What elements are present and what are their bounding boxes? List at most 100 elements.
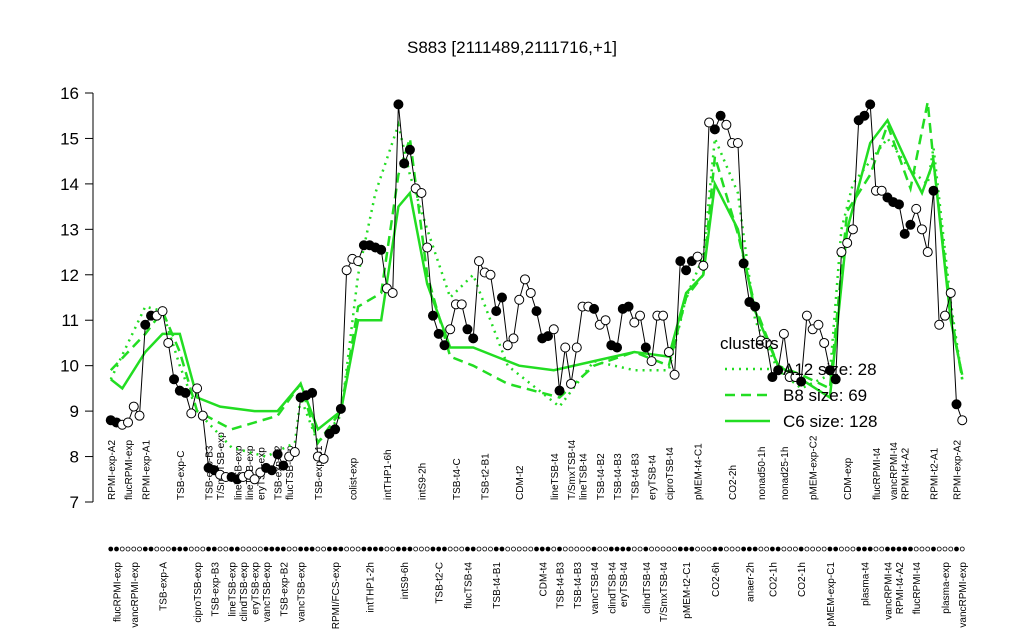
sample-rug <box>568 546 574 552</box>
sample-rug <box>769 546 775 552</box>
sample-point <box>439 340 450 351</box>
sample-rug <box>936 546 942 552</box>
x-tick-label: lineTSB-t4 <box>579 453 590 500</box>
sample-rug <box>885 546 890 552</box>
sample-rug <box>723 546 729 552</box>
sample-point <box>462 324 473 335</box>
sample-rug <box>551 546 557 552</box>
sample-point <box>456 299 467 310</box>
sample-rug <box>142 546 148 552</box>
sample-point <box>658 310 669 321</box>
sample-rug <box>326 546 332 552</box>
sample-rug <box>850 546 856 552</box>
sample-rug <box>298 546 304 552</box>
sample-rug <box>672 546 677 552</box>
sample-rug <box>890 546 896 552</box>
sample-point <box>180 387 191 398</box>
sample-rug <box>528 546 534 552</box>
x-tick-label: clindTSB-t4 <box>642 562 653 614</box>
sample-point <box>525 287 536 298</box>
x-tick-label: ciproTSB-exp <box>193 562 204 623</box>
sample-point <box>272 449 283 460</box>
sample-rug <box>597 546 603 552</box>
sample-point <box>266 465 277 476</box>
sample-point <box>393 99 404 110</box>
sample-point <box>422 242 433 253</box>
sample-point <box>761 337 772 348</box>
x-tick-label: TSB-t2-C <box>435 562 446 604</box>
x-tick-label: plasma-exp <box>941 562 952 614</box>
sample-rug <box>367 546 373 552</box>
sample-rug <box>217 546 223 552</box>
sample-point <box>951 399 962 410</box>
sample-rug <box>856 546 862 552</box>
sample-rug <box>585 546 591 552</box>
sample-point <box>589 303 600 314</box>
sample-point <box>698 260 709 271</box>
sample-rug <box>119 546 125 552</box>
sample-point <box>508 333 519 344</box>
sample-rug <box>764 546 770 552</box>
sample-point <box>629 317 640 328</box>
y-tick-label: 16 <box>60 84 79 103</box>
x-tick-label: nonad25-1h <box>780 447 791 500</box>
sample-point <box>543 331 554 342</box>
y-tick-label: 7 <box>70 493 79 512</box>
sample-rug <box>355 546 361 552</box>
sample-point <box>399 158 410 169</box>
sample-rug <box>654 546 660 552</box>
sample-rug <box>574 546 580 552</box>
x-tick-label: lineTSB-t4 <box>550 453 561 500</box>
sample-point <box>732 137 743 148</box>
sample-point <box>157 306 168 317</box>
x-tick-label: RPMI/FCS-exp <box>331 562 342 630</box>
sample-rug <box>712 546 718 552</box>
x-tick-label: vancRPMI-exp <box>130 562 141 628</box>
sample-rug <box>275 546 281 552</box>
sample-rug <box>114 546 119 552</box>
x-tick-label: flucRPMI-exp <box>113 562 124 622</box>
sample-point <box>773 365 784 376</box>
y-tick-label: 10 <box>60 357 79 376</box>
x-tick-label: flucTSB-t4 <box>463 562 474 609</box>
sample-rug <box>660 546 666 552</box>
sample-rug <box>160 546 165 552</box>
sample-rug <box>798 546 804 552</box>
x-tick-label: CDM-exp <box>843 457 854 500</box>
sample-rug <box>534 546 539 552</box>
sample-point <box>709 124 720 135</box>
sample-point <box>433 328 444 339</box>
sample-rug <box>620 546 626 552</box>
sample-rug <box>137 546 142 552</box>
sample-rug <box>361 546 367 552</box>
x-tick-label: TSB-t4-B3 <box>613 453 624 500</box>
x-tick-label: vancTSB-exp <box>297 562 308 622</box>
sample-rug <box>804 546 810 552</box>
sample-rug <box>614 546 620 552</box>
sample-rug <box>683 546 689 552</box>
x-tick-label: pMEM-t4-C1 <box>694 443 705 500</box>
x-tick-label: flucRPMI-t4 <box>912 562 923 615</box>
sample-point <box>514 294 525 305</box>
sample-rug <box>442 546 447 552</box>
sample-point <box>307 387 318 398</box>
sample-rug <box>908 546 913 552</box>
sample-point <box>635 310 646 321</box>
sample-rug <box>488 546 493 552</box>
sample-point <box>945 287 956 298</box>
sample-point <box>571 342 582 353</box>
x-tick-label: TSB-t4-C <box>452 458 463 500</box>
y-tick-label: 13 <box>60 220 79 239</box>
sample-point <box>249 474 260 485</box>
sample-rug <box>188 546 194 552</box>
sample-point <box>675 256 686 267</box>
sample-point <box>473 256 484 267</box>
sample-point <box>123 417 134 428</box>
x-tick-label: eryTSB-exp <box>251 562 262 615</box>
sample-rug <box>591 546 597 552</box>
sample-point <box>819 337 830 348</box>
sample-point <box>600 315 611 326</box>
sample-rug <box>781 546 787 552</box>
sample-rug <box>539 546 545 552</box>
